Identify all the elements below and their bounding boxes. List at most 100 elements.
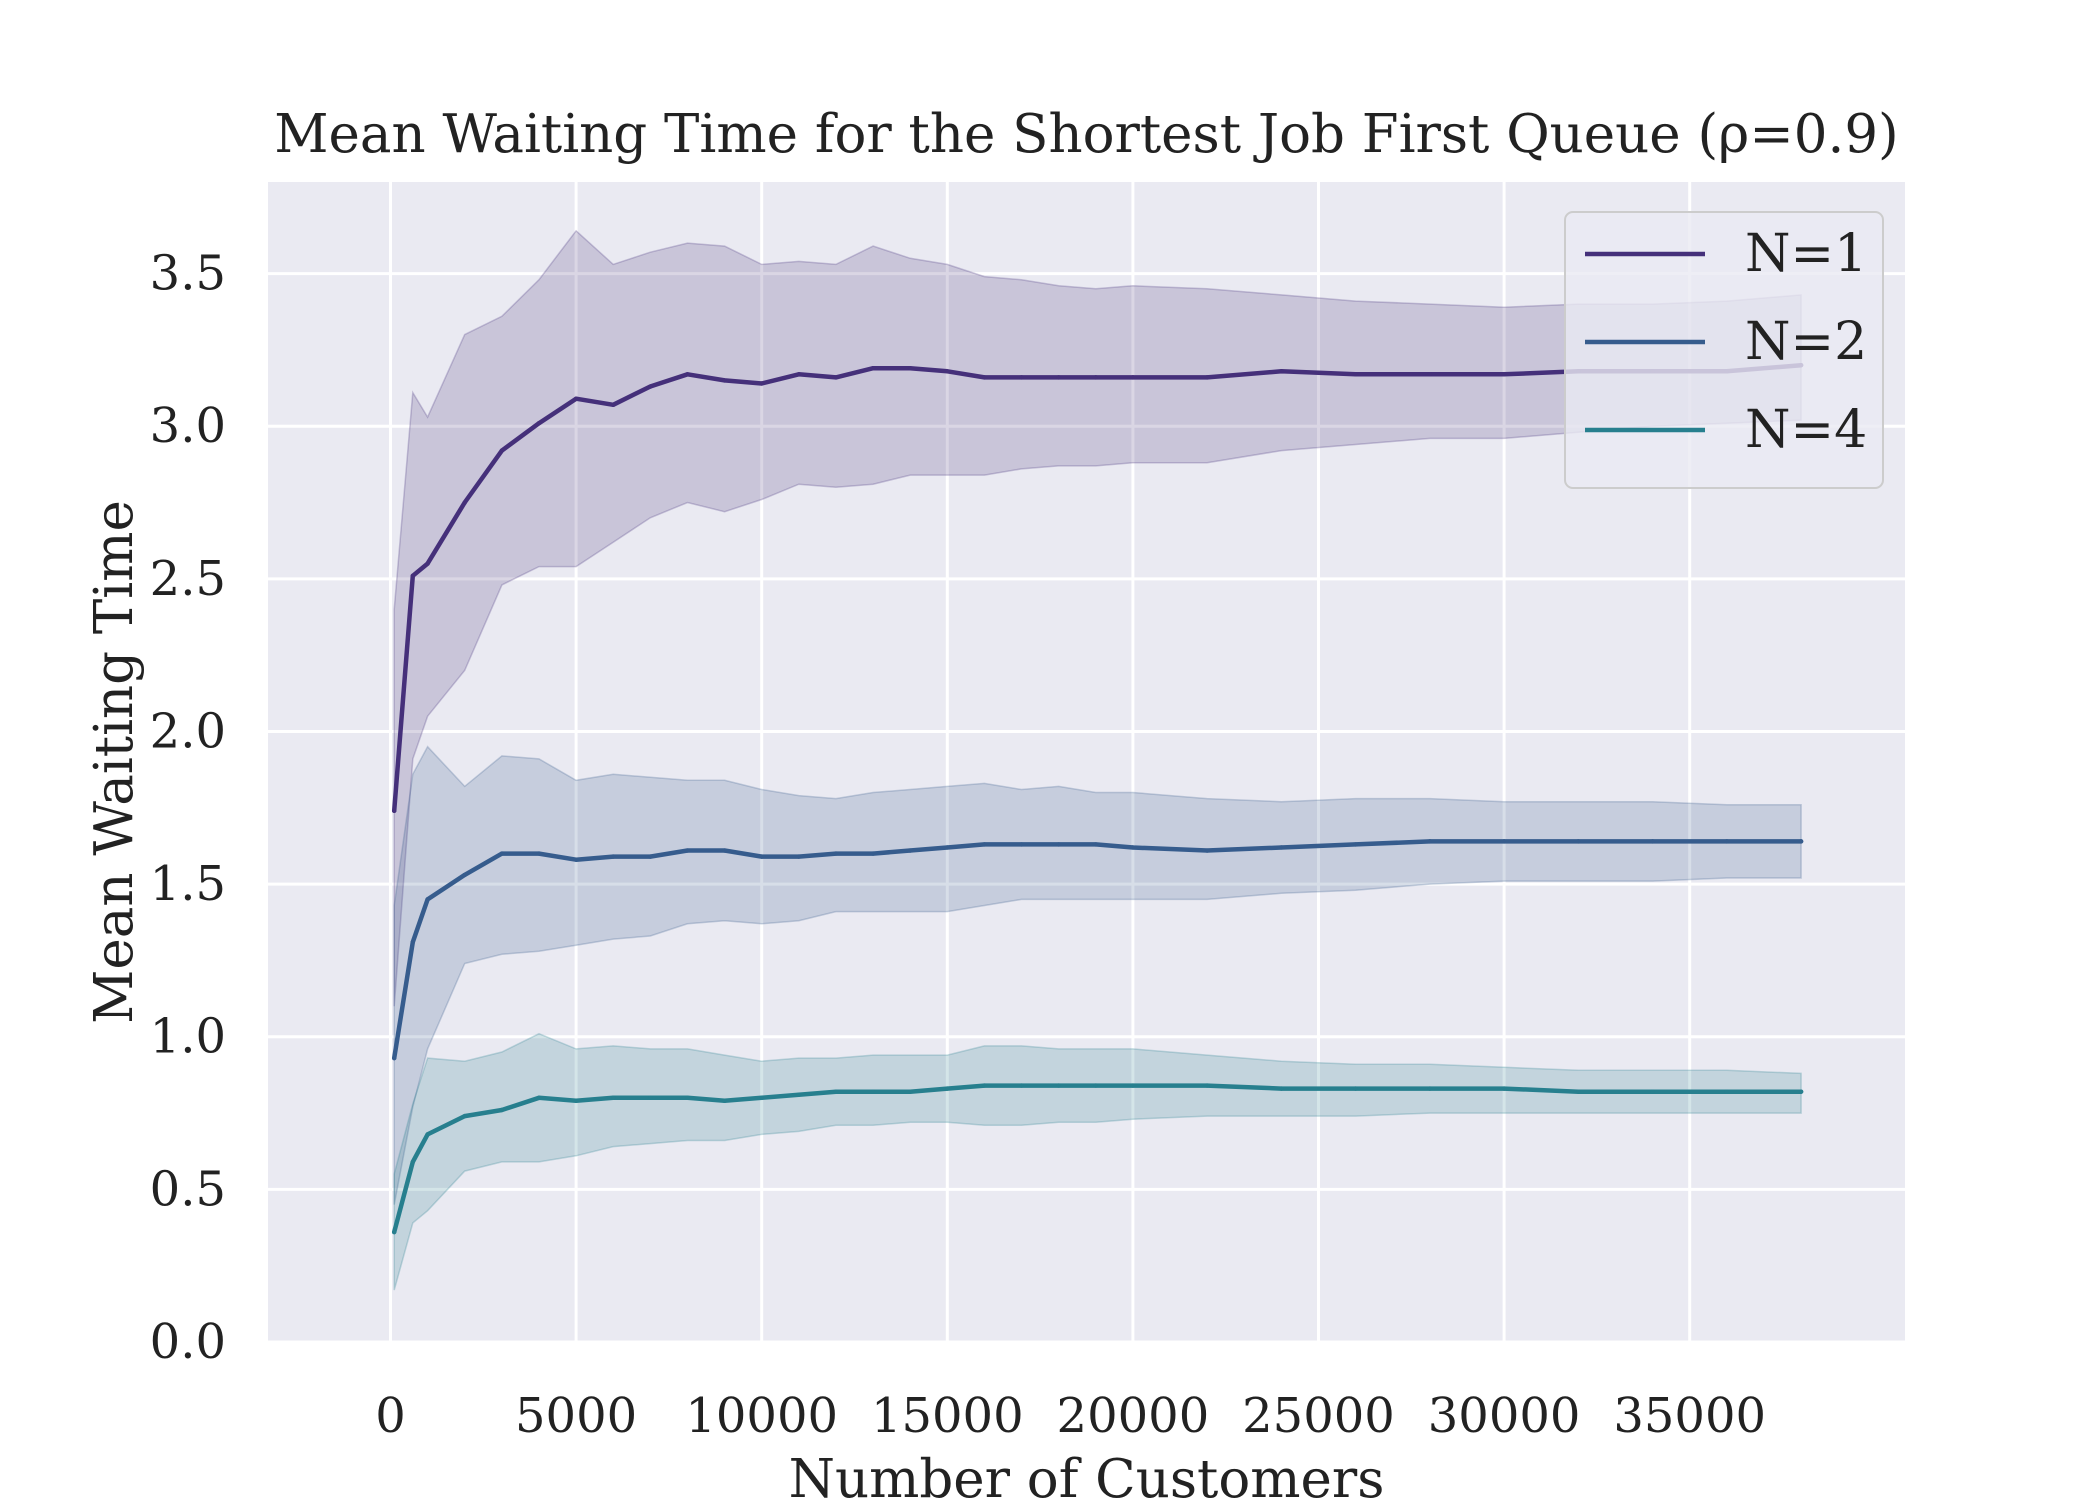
data-point (611, 402, 616, 408)
data-point (410, 573, 415, 578)
data-point (982, 375, 987, 380)
legend-label-series-1: N=1 (1745, 224, 1867, 284)
data-point (1353, 372, 1358, 377)
legend-items: N=1 N=2 N=4 (1585, 224, 1867, 460)
data-point (833, 851, 839, 856)
data-point (499, 448, 505, 453)
data-point (499, 851, 505, 856)
data-point (945, 845, 950, 850)
data-point (1576, 839, 1581, 844)
data-point (1427, 1086, 1433, 1091)
legend-box (1564, 211, 1884, 489)
data-point (1279, 369, 1284, 374)
data-point (573, 396, 579, 401)
legend-label-series-3: N=4 (1745, 400, 1867, 460)
data-point (1093, 842, 1098, 847)
data-point (499, 1107, 505, 1113)
data-point (1650, 839, 1655, 844)
data-point (1130, 845, 1136, 850)
data-point (1650, 1089, 1655, 1094)
data-point (1204, 375, 1210, 380)
x-tick-label: 30000 (1428, 1388, 1581, 1444)
y-tick-label: 1.5 (150, 856, 226, 912)
y-axis-label: Mean Waiting Time (84, 500, 145, 1024)
x-tick-label: 35000 (1613, 1388, 1766, 1444)
data-point (982, 842, 987, 847)
data-point (1130, 1083, 1136, 1088)
data-point (907, 366, 913, 371)
data-point (759, 1095, 764, 1100)
chart-title: Mean Waiting Time for the Shortest Job F… (274, 104, 1898, 165)
y-tick-label: 3.5 (150, 246, 226, 302)
data-point (759, 381, 764, 386)
data-point (1130, 375, 1136, 380)
data-point (870, 851, 876, 856)
data-point (1501, 839, 1507, 844)
data-point (1279, 1086, 1284, 1091)
data-point (462, 872, 467, 878)
data-point (611, 1095, 616, 1100)
series-lines (391, 362, 1804, 1235)
data-point (392, 1229, 397, 1235)
data-point (945, 369, 950, 374)
data-point (1724, 1089, 1730, 1094)
y-tick-label: 0.0 (150, 1314, 226, 1370)
y-tick-label: 2.5 (150, 551, 226, 607)
data-point (796, 1092, 802, 1097)
data-point (462, 500, 467, 505)
data-point (685, 372, 690, 377)
data-point (1093, 1083, 1098, 1088)
data-point (410, 939, 415, 945)
data-point (685, 1095, 690, 1100)
data-point (1204, 848, 1210, 853)
data-point (759, 854, 764, 859)
data-point (392, 1055, 397, 1061)
data-point (796, 854, 802, 859)
legend: N=1 N=2 N=4 (1564, 211, 1884, 489)
data-point (870, 366, 876, 371)
data-point (1204, 1083, 1210, 1088)
data-point (1279, 845, 1284, 850)
y-tick-label: 0.5 (150, 1161, 226, 1217)
x-tick-label: 0 (375, 1388, 406, 1444)
data-point (611, 854, 616, 859)
data-point (685, 848, 690, 853)
data-point (425, 897, 430, 902)
data-point (1798, 1089, 1804, 1094)
data-point (722, 1098, 727, 1104)
data-point (573, 1098, 579, 1104)
x-axis-ticks: 0 5000 10000 15000 20000 25000 30000 35000 (375, 1388, 1766, 1444)
data-point (1501, 372, 1507, 377)
x-tick-label: 5000 (515, 1388, 637, 1444)
data-point (945, 1086, 950, 1091)
data-point (1353, 842, 1358, 847)
x-tick-label: 10000 (685, 1388, 838, 1444)
data-point (648, 854, 653, 859)
data-point (425, 1132, 430, 1137)
data-point (1724, 839, 1730, 844)
data-point (536, 1095, 542, 1100)
data-point (1353, 1086, 1358, 1091)
confidence-band-series-2 (393, 745, 1802, 1205)
data-point (573, 857, 579, 862)
data-point (648, 1095, 653, 1100)
data-point (536, 420, 542, 426)
y-tick-label: 1.0 (150, 1009, 226, 1065)
data-point (982, 1083, 987, 1088)
data-point (870, 1089, 876, 1094)
data-point (1576, 1089, 1581, 1094)
x-axis-label: Number of Customers (789, 1449, 1385, 1500)
data-point (1056, 1083, 1061, 1088)
data-point (833, 1089, 839, 1094)
data-point (536, 851, 542, 856)
data-point (392, 808, 397, 814)
x-tick-label: 25000 (1242, 1388, 1395, 1444)
x-tick-label: 20000 (1057, 1388, 1210, 1444)
data-point (1019, 375, 1024, 380)
data-point (1427, 372, 1433, 377)
data-point (425, 561, 430, 566)
data-point (1019, 842, 1024, 847)
data-point (1427, 839, 1433, 844)
y-tick-label: 3.0 (150, 398, 226, 454)
